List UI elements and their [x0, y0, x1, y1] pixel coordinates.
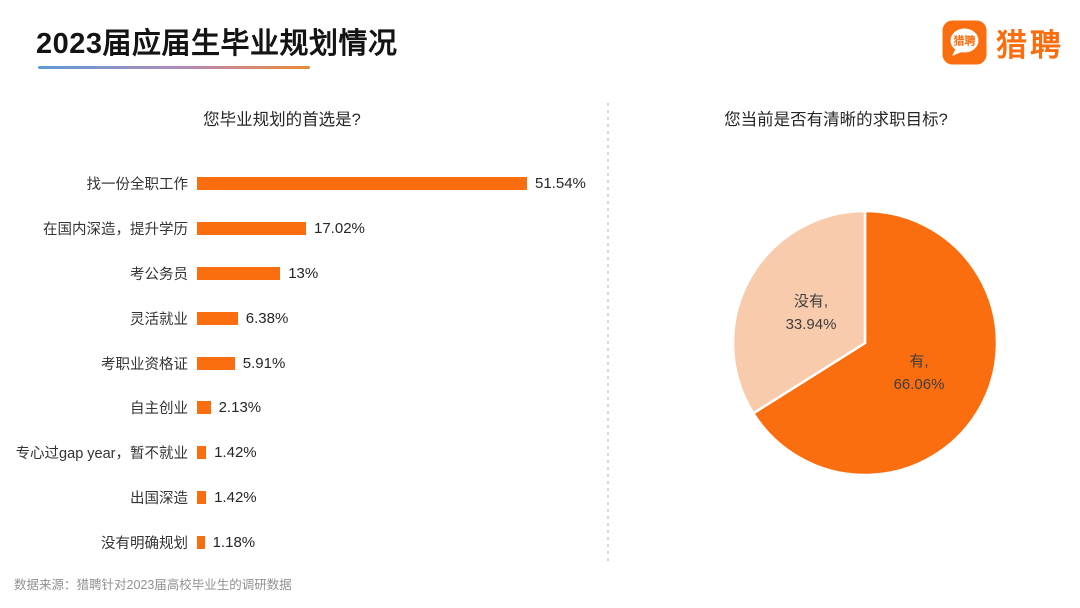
bar-category-label: 专心过gap year，暂不就业 — [15, 446, 188, 463]
vertical-dashed-divider — [607, 103, 609, 561]
bar-track — [197, 491, 207, 505]
bar-value-label: 1.42% — [214, 489, 257, 507]
pie-slice-value: 66.06% — [893, 376, 945, 393]
liepin-logo-icon: 猎聘 — [942, 20, 987, 65]
bar — [197, 401, 211, 415]
bar-chart-title: 您毕业规划的首选是? — [203, 111, 361, 129]
bar-row: 自主创业 2.13% — [0, 385, 600, 430]
bar — [197, 356, 235, 370]
bar-value-label: 2.13% — [218, 399, 262, 417]
bar-track — [197, 401, 211, 415]
pie-slice-label: 没有, 33.94% — [786, 290, 837, 336]
bar-track — [197, 536, 205, 550]
bar-category-label: 考职业资格证 — [101, 356, 188, 373]
bar-row: 考职业资格证 5.91% — [0, 341, 600, 386]
bar-category-label: 没有明确规划 — [101, 536, 188, 553]
logo-icon-text: 猎聘 — [954, 34, 976, 48]
pie-svg — [731, 209, 999, 477]
bar — [197, 446, 207, 460]
pie-chart-title: 您当前是否有清晰的求职目标? — [724, 111, 948, 129]
bar-category-label: 找一份全职工作 — [86, 176, 189, 193]
bar — [197, 266, 281, 280]
data-source-note: 数据来源：猎聘针对2023届高校毕业生的调研数据 — [14, 578, 292, 592]
bar-track — [197, 176, 527, 190]
bar-track — [197, 356, 235, 370]
title-underline-gradient — [38, 66, 310, 69]
bar-value-label: 1.18% — [212, 534, 256, 552]
bar-track — [197, 311, 238, 325]
bar-category-label: 灵活就业 — [130, 311, 188, 328]
bar — [197, 311, 238, 325]
bar — [197, 176, 527, 190]
bar-track — [197, 221, 306, 235]
bar-value-label: 13% — [288, 264, 319, 282]
pie-slice-有 — [752, 209, 999, 477]
bar-value-label: 51.54% — [535, 174, 586, 192]
bar-value-label: 6.38% — [245, 309, 289, 327]
pie-chart: 有, 66.06% 没有, 33.94% — [725, 203, 1005, 483]
bar-row: 专心过gap year，暂不就业 1.42% — [0, 430, 600, 475]
bar-chart: 找一份全职工作 51.54% 在国内深造，提升学历 17.02% 考公务员 13% 灵活就业… — [0, 161, 600, 565]
bar-row: 没有明确规划 1.18% — [0, 520, 600, 565]
pie-slice-name: 有, — [909, 353, 929, 370]
bar-category-label: 在国内深造，提升学历 — [43, 221, 188, 238]
bar-value-label: 1.42% — [214, 444, 257, 462]
bar-row: 考公务员 13% — [0, 251, 600, 296]
bar-category-label: 自主创业 — [130, 401, 188, 418]
pie-slice-没有 — [731, 209, 867, 415]
pie-slice-value: 33.94% — [785, 316, 837, 333]
pie-slice-name: 没有, — [793, 293, 829, 310]
bar-track — [197, 446, 207, 460]
page-title: 2023届应届生毕业规划情况 — [36, 28, 398, 60]
bar-category-label: 考公务员 — [130, 266, 188, 283]
bar — [197, 491, 207, 505]
pie-slice-label: 有, 66.06% — [894, 350, 945, 396]
bar-category-label: 出国深造 — [130, 491, 188, 508]
logo-brand-text: 猎聘 — [996, 28, 1064, 63]
bar-row: 找一份全职工作 51.54% — [0, 161, 600, 206]
bar-value-label: 17.02% — [314, 219, 365, 237]
bar — [197, 536, 205, 550]
bar-row: 灵活就业 6.38% — [0, 296, 600, 341]
liepin-logo: 猎聘 猎聘 — [942, 20, 1064, 65]
bar — [197, 221, 306, 235]
bar-value-label: 5.91% — [242, 354, 286, 372]
bar-track — [197, 266, 281, 280]
bar-row: 在国内深造，提升学历 17.02% — [0, 206, 600, 251]
bar-row: 出国深造 1.42% — [0, 475, 600, 520]
